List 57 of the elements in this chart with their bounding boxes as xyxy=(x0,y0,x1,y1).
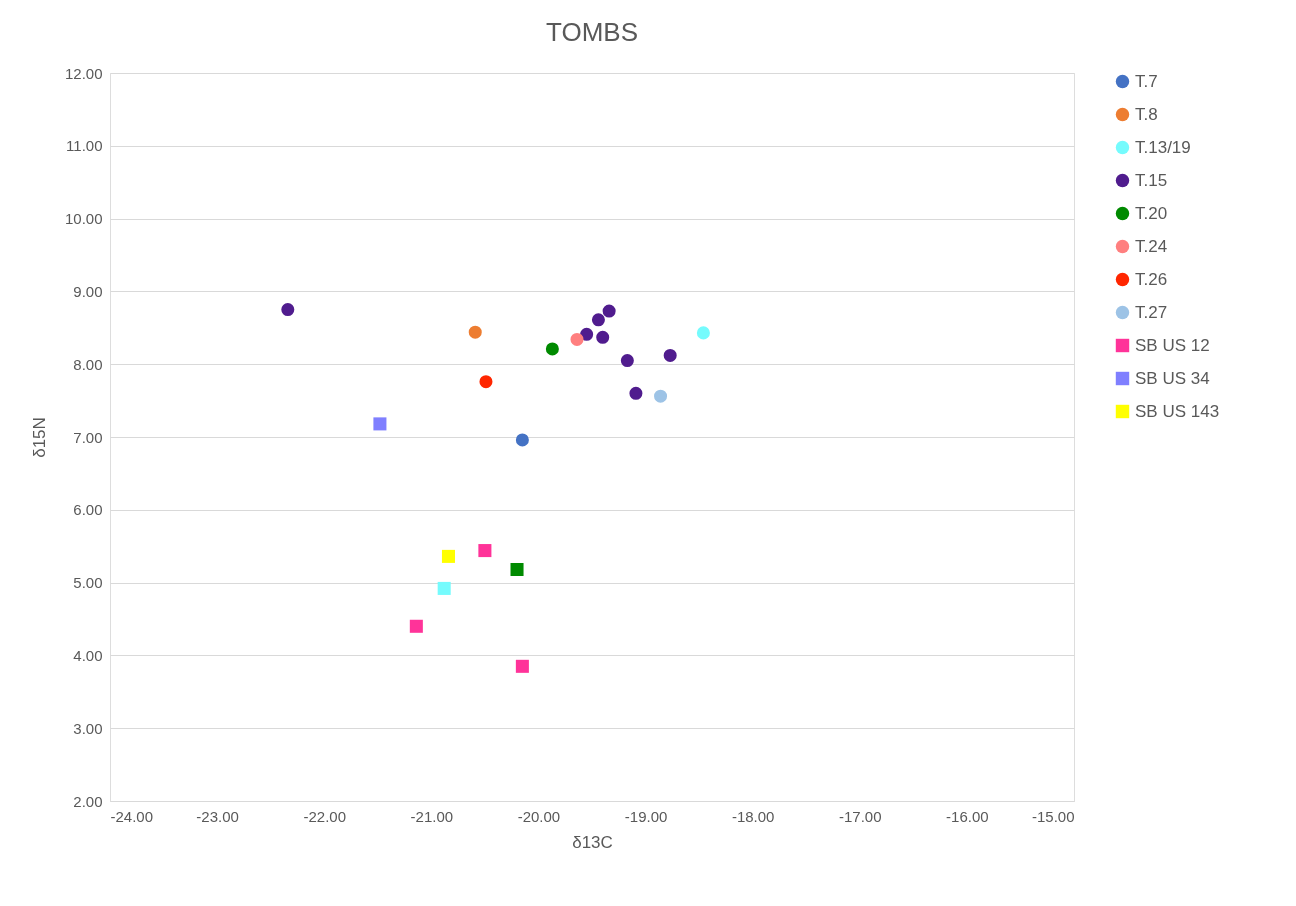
y-tick-label: 6.00 xyxy=(73,501,103,519)
point xyxy=(696,326,710,340)
point xyxy=(441,549,455,563)
x-tick-label: -20.00 xyxy=(517,807,561,825)
legend-label: T.26 xyxy=(1135,269,1168,289)
point xyxy=(409,619,423,633)
y-tick-label: 10.00 xyxy=(64,210,103,228)
point xyxy=(468,325,482,339)
point xyxy=(570,332,584,346)
point xyxy=(602,304,616,318)
y-tick-label: 4.00 xyxy=(73,646,103,664)
x-tick-label: -19.00 xyxy=(624,807,668,825)
point xyxy=(580,327,594,341)
point xyxy=(515,659,529,673)
legend-label: SB US 34 xyxy=(1135,368,1210,388)
y-tick-label: 2.00 xyxy=(73,792,103,810)
point xyxy=(479,375,493,389)
legend-label: T.7 xyxy=(1135,71,1158,91)
legend-label: T.27 xyxy=(1135,302,1168,322)
point xyxy=(591,313,605,327)
y-tick-label: 7.00 xyxy=(73,428,103,446)
x-tick-label: -21.00 xyxy=(410,807,454,825)
legend-label: SB US 143 xyxy=(1135,401,1220,421)
point xyxy=(620,354,634,368)
legend-label: T.8 xyxy=(1135,104,1158,124)
legend-label: T.24 xyxy=(1135,236,1168,256)
x-tick-label: -17.00 xyxy=(839,807,882,825)
point xyxy=(281,303,295,317)
y-tick-label: 8.00 xyxy=(73,355,103,373)
x-tick-label: -18.00 xyxy=(731,807,775,825)
x-tick-label: -23.00 xyxy=(196,807,239,825)
y-tick-label: 3.00 xyxy=(73,719,103,737)
x-axis-title: δ13C xyxy=(572,832,613,852)
point xyxy=(437,581,451,595)
point xyxy=(596,330,610,344)
point xyxy=(629,386,643,400)
point xyxy=(663,348,677,362)
point xyxy=(373,417,387,431)
y-tick-label: 5.00 xyxy=(73,574,103,592)
x-tick-label: -15.00 xyxy=(1031,807,1075,825)
legend-label: T.20 xyxy=(1135,203,1168,223)
chart-title: TOMBS xyxy=(546,17,638,47)
point xyxy=(545,342,559,356)
legend-label: SB US 12 xyxy=(1135,335,1210,355)
y-axis-title: δ15N xyxy=(29,417,49,458)
point xyxy=(478,544,492,558)
point xyxy=(654,389,668,403)
x-tick-label: -16.00 xyxy=(946,807,989,825)
point xyxy=(515,433,529,447)
x-tick-label: -24.00 xyxy=(110,807,154,825)
y-tick-label: 11.00 xyxy=(66,137,103,155)
legend-label: T.13/19 xyxy=(1135,137,1191,157)
point xyxy=(510,562,524,577)
y-tick-label: 12.00 xyxy=(64,64,103,82)
x-tick-label: -22.00 xyxy=(303,807,346,825)
legend-label: T.15 xyxy=(1135,170,1168,190)
y-tick-label: 9.00 xyxy=(73,282,103,300)
